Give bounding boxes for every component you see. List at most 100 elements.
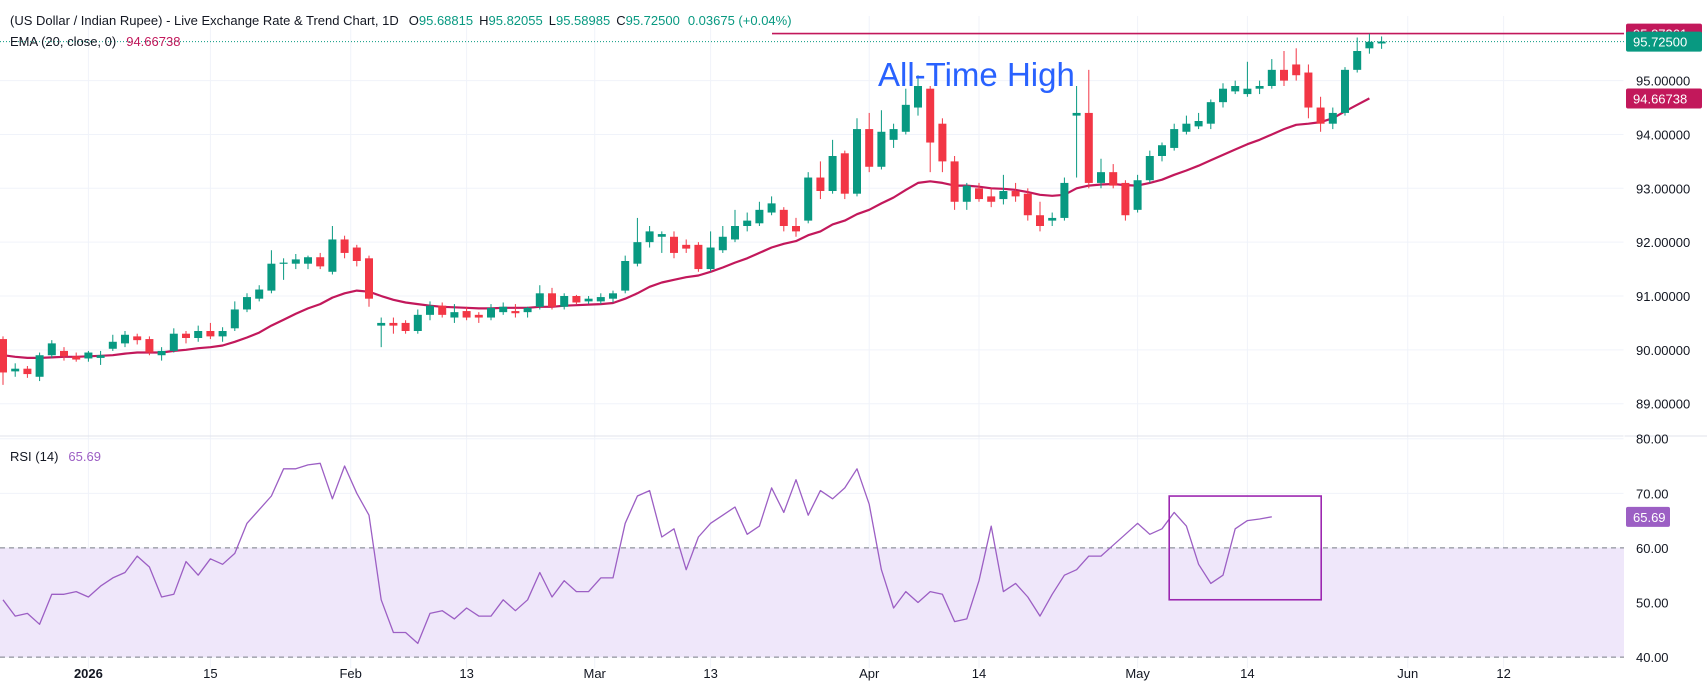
candle[interactable] xyxy=(877,110,886,170)
candle[interactable] xyxy=(755,201,764,226)
candle[interactable] xyxy=(255,285,264,302)
candle[interactable] xyxy=(1072,86,1081,178)
candle[interactable] xyxy=(926,86,935,173)
candle[interactable] xyxy=(804,172,813,224)
candle[interactable] xyxy=(1206,99,1215,130)
candle[interactable] xyxy=(438,302,447,318)
candle[interactable] xyxy=(889,123,898,148)
candle[interactable] xyxy=(291,254,300,270)
candle[interactable] xyxy=(108,334,117,351)
candle[interactable] xyxy=(1377,36,1386,49)
candle[interactable] xyxy=(1084,69,1093,189)
candle[interactable] xyxy=(1292,48,1301,81)
candle[interactable] xyxy=(169,328,178,353)
candle[interactable] xyxy=(914,75,922,116)
candle[interactable] xyxy=(694,242,703,272)
candle[interactable] xyxy=(23,366,32,378)
candle[interactable] xyxy=(1158,142,1166,162)
candle[interactable] xyxy=(279,258,288,280)
candle[interactable] xyxy=(1121,180,1130,221)
candle[interactable] xyxy=(1145,150,1154,183)
candle[interactable] xyxy=(340,235,349,259)
candle[interactable] xyxy=(670,231,678,259)
candle[interactable] xyxy=(840,150,849,200)
candle[interactable] xyxy=(792,217,800,237)
candle[interactable] xyxy=(1060,177,1069,221)
candle[interactable] xyxy=(816,161,825,200)
candle[interactable] xyxy=(1036,201,1044,232)
candle[interactable] xyxy=(157,347,166,361)
candle[interactable] xyxy=(194,325,203,342)
candle[interactable] xyxy=(999,174,1008,205)
candle[interactable] xyxy=(267,250,276,294)
candle[interactable] xyxy=(767,196,776,216)
candle[interactable] xyxy=(950,156,959,210)
candle[interactable] xyxy=(987,188,996,208)
candle[interactable] xyxy=(621,255,630,294)
candle[interactable] xyxy=(84,350,93,362)
candle[interactable] xyxy=(121,331,129,348)
candle[interactable] xyxy=(560,293,569,310)
candle[interactable] xyxy=(133,333,142,345)
candle[interactable] xyxy=(1011,182,1020,202)
rsi-highlight-box[interactable] xyxy=(1168,495,1322,601)
candle[interactable] xyxy=(828,139,837,194)
candle[interactable] xyxy=(145,336,154,356)
candle[interactable] xyxy=(596,293,605,305)
candle[interactable] xyxy=(243,293,251,313)
candle[interactable] xyxy=(853,118,861,197)
candle[interactable] xyxy=(230,301,239,331)
candle[interactable] xyxy=(584,296,593,305)
candle[interactable] xyxy=(11,363,20,377)
candle[interactable] xyxy=(352,244,361,267)
candle[interactable] xyxy=(1267,59,1276,89)
candle[interactable] xyxy=(1133,174,1142,213)
candle[interactable] xyxy=(365,255,373,307)
candle[interactable] xyxy=(865,112,874,173)
candle[interactable] xyxy=(1023,188,1032,221)
candle[interactable] xyxy=(523,306,532,318)
candle[interactable] xyxy=(633,217,642,267)
candle[interactable] xyxy=(218,327,227,342)
ema-line[interactable] xyxy=(2,97,1370,359)
candle[interactable] xyxy=(1304,64,1313,119)
candle[interactable] xyxy=(206,322,215,340)
candle[interactable] xyxy=(487,304,495,321)
candle[interactable] xyxy=(60,347,68,361)
candle[interactable] xyxy=(72,352,81,362)
candle[interactable] xyxy=(706,231,715,272)
candle[interactable] xyxy=(474,312,483,323)
candle[interactable] xyxy=(1316,96,1325,132)
candle[interactable] xyxy=(657,231,666,253)
candle[interactable] xyxy=(426,301,434,321)
candle[interactable] xyxy=(743,212,752,232)
candle[interactable] xyxy=(609,290,617,303)
all-time-high-annotation[interactable]: All-Time High xyxy=(878,56,1075,93)
candle[interactable] xyxy=(572,294,581,305)
candle[interactable] xyxy=(35,352,44,382)
candle[interactable] xyxy=(1231,80,1240,95)
candle[interactable] xyxy=(975,182,983,202)
candle[interactable] xyxy=(96,350,105,365)
candle[interactable] xyxy=(499,302,508,315)
candle[interactable] xyxy=(1048,212,1057,226)
candle[interactable] xyxy=(0,336,7,385)
candle[interactable] xyxy=(731,209,739,243)
rsi-line[interactable] xyxy=(2,462,1272,645)
candle[interactable] xyxy=(182,331,190,344)
candle[interactable] xyxy=(462,306,471,321)
candle[interactable] xyxy=(377,317,386,348)
candle[interactable] xyxy=(962,182,971,210)
candle[interactable] xyxy=(1182,115,1191,135)
candle[interactable] xyxy=(413,309,422,334)
candle[interactable] xyxy=(1097,158,1105,189)
candle[interactable] xyxy=(1255,80,1264,95)
candle[interactable] xyxy=(1109,164,1118,189)
candle[interactable] xyxy=(779,207,788,232)
candle[interactable] xyxy=(645,226,654,248)
candle[interactable] xyxy=(304,255,312,270)
candle[interactable] xyxy=(511,304,520,318)
candle[interactable] xyxy=(450,304,459,323)
candle[interactable] xyxy=(401,320,410,334)
